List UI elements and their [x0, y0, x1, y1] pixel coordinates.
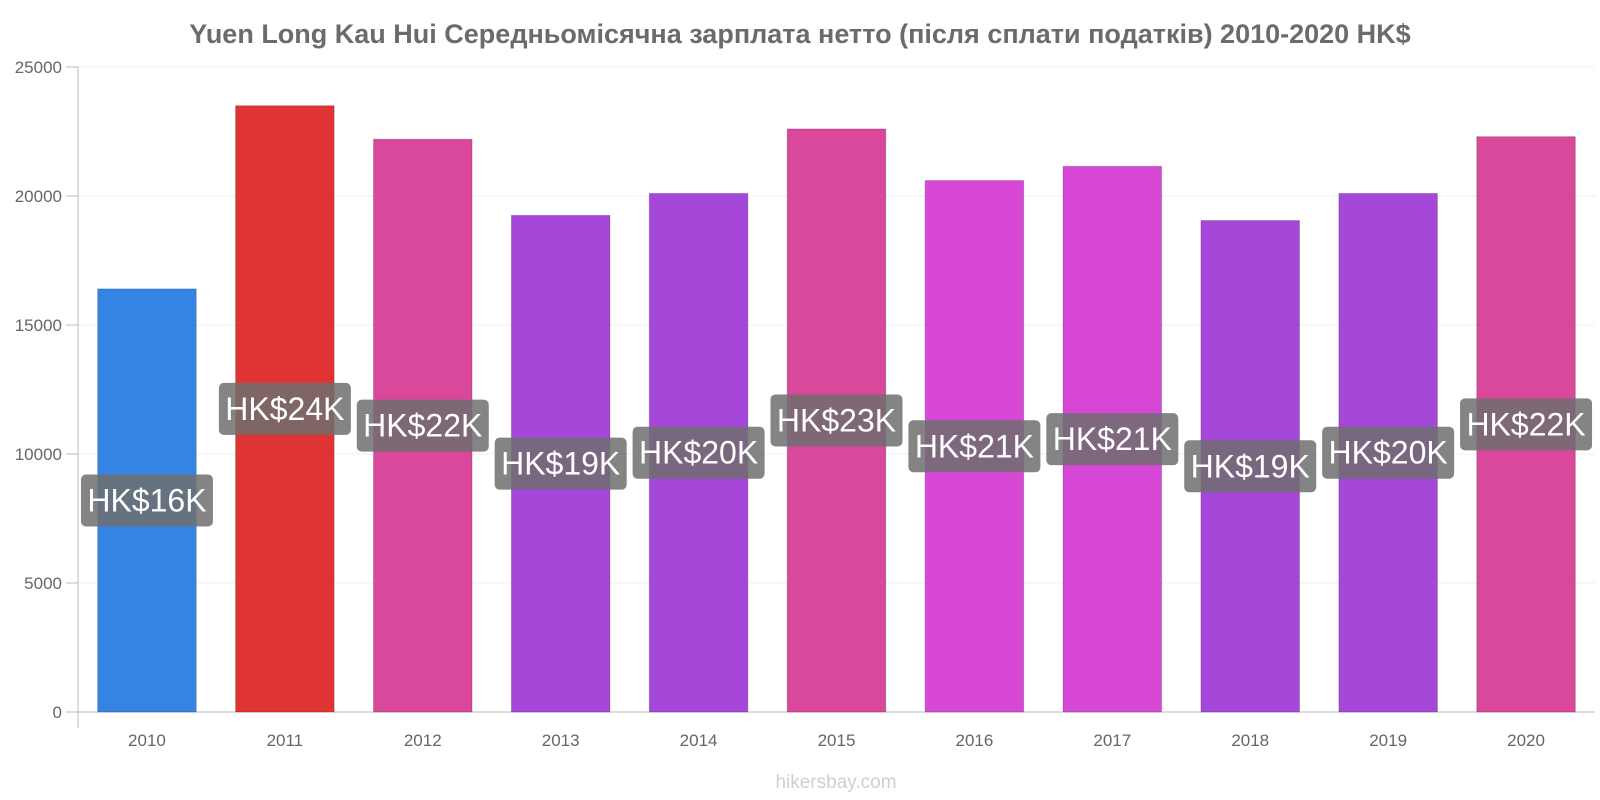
data-label-box	[908, 420, 1041, 473]
data-label-box	[494, 437, 627, 490]
watermark: hikersbay.com	[775, 772, 896, 793]
axes: 0 5000 10000 15000 20000 25000 2010 2011 2012 201…	[15, 58, 1595, 750]
y-tick-label: 0	[53, 703, 62, 722]
x-tick-label: 2014	[680, 731, 718, 750]
data-label-box	[218, 382, 351, 435]
data-label-box	[1322, 426, 1455, 479]
data-label-box	[356, 399, 489, 452]
data-label: HK$20K	[1329, 435, 1448, 471]
data-labels: HK$16K HK$24K HK$22K HK$19K HK$20K HK$23K HK$2…	[80, 382, 1593, 527]
y-tick-label: 20000	[15, 187, 62, 206]
chart-title: Yuen Long Kau Hui Середньомісячна зарпла…	[189, 19, 1410, 49]
x-tick-label: 2011	[267, 731, 304, 750]
x-tick-label: 2017	[1093, 731, 1131, 750]
y-tick-label: 15000	[15, 316, 62, 335]
x-tick-label: 2010	[128, 731, 166, 750]
data-label-box	[1046, 413, 1179, 466]
data-label: HK$19K	[501, 446, 620, 482]
y-tick-label: 10000	[15, 445, 62, 464]
data-label: HK$19K	[1191, 448, 1310, 484]
x-tick-label: 2015	[818, 731, 856, 750]
data-label-box	[1184, 440, 1317, 493]
x-tick-label: 2012	[404, 731, 442, 750]
x-tick-label: 2013	[542, 731, 580, 750]
data-label-box	[1460, 398, 1593, 451]
x-tick-label: 2016	[955, 731, 993, 750]
data-label: HK$16K	[87, 482, 206, 518]
data-label-box	[770, 394, 903, 447]
y-tick-label: 5000	[24, 574, 62, 593]
data-label: HK$22K	[1466, 406, 1585, 442]
y-tick-label: 25000	[15, 58, 62, 77]
x-tick-label: 2020	[1507, 731, 1545, 750]
x-tick-label: 2019	[1369, 731, 1407, 750]
data-label-box	[80, 474, 213, 527]
data-label: HK$20K	[639, 435, 758, 471]
data-label: HK$22K	[363, 408, 482, 444]
data-label: HK$21K	[1053, 421, 1172, 457]
data-label: HK$21K	[915, 428, 1034, 464]
data-label-box	[632, 426, 765, 479]
data-label: HK$23K	[777, 402, 896, 438]
x-tick-label: 2018	[1231, 731, 1269, 750]
data-label: HK$24K	[225, 391, 344, 427]
